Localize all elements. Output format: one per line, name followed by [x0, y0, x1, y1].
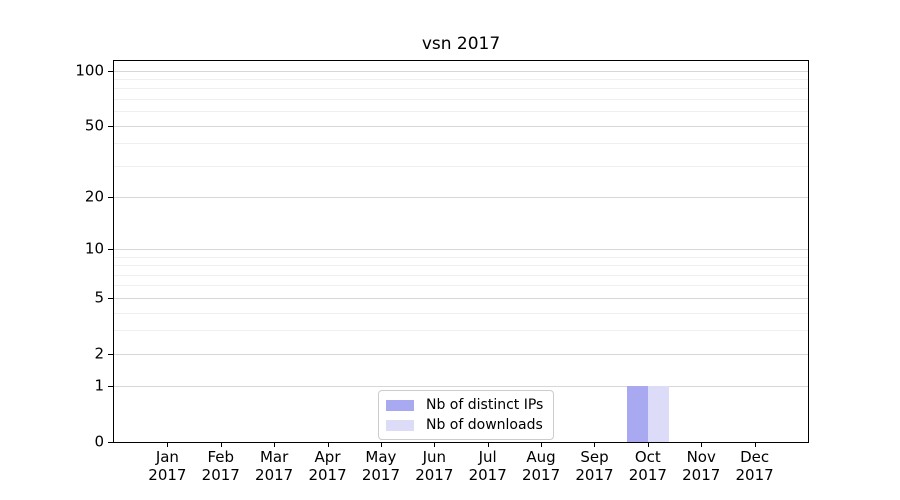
y-axis-tick-label: 1	[94, 376, 104, 395]
y-gridline-major	[114, 353, 808, 355]
x-tick-year: 2017	[415, 465, 454, 484]
x-tick-year: 2017	[201, 465, 240, 484]
x-tick-month: Nov	[686, 448, 716, 466]
x-axis-tick-label: Jul 2017	[468, 448, 507, 484]
x-tick-month: Jul	[478, 448, 497, 466]
y-gridline-major	[114, 197, 808, 199]
y-axis-tick	[108, 70, 114, 72]
legend-label: Nb of downloads	[426, 417, 543, 433]
bar-distinct-ips	[626, 386, 648, 442]
y-axis-tick-label: 50	[84, 116, 104, 135]
legend-label: Nb of distinct IPs	[426, 397, 544, 413]
x-axis-tick	[647, 442, 649, 447]
legend: Nb of distinct IPs Nb of downloads	[378, 390, 555, 440]
x-tick-month: Dec	[740, 448, 770, 466]
y-gridline-minor	[114, 79, 808, 81]
x-axis-tick-label: Oct 2017	[628, 448, 667, 484]
x-axis-tick-label: Aug 2017	[521, 448, 561, 484]
y-gridline-minor	[114, 143, 808, 145]
x-axis-tick	[220, 442, 222, 447]
x-axis-tick	[327, 442, 329, 447]
y-axis-tick	[108, 442, 114, 443]
x-tick-year: 2017	[148, 465, 187, 484]
y-axis-tick-label: 20	[84, 187, 104, 206]
chart-title: vsn 2017	[421, 34, 501, 54]
x-axis-tick-label: Dec 2017	[735, 448, 774, 484]
x-tick-month: Jan	[155, 448, 179, 466]
y-axis-tick	[108, 125, 114, 127]
x-axis-tick-label: Nov 2017	[682, 448, 721, 484]
x-axis-tick-label: Apr 2017	[308, 448, 347, 484]
x-tick-year: 2017	[628, 465, 667, 484]
x-axis-tick-label: Jan 2017	[148, 448, 187, 484]
x-axis-tick	[594, 442, 596, 447]
y-axis-tick-label: 2	[94, 344, 104, 363]
y-gridline-major	[114, 125, 808, 127]
y-gridline-major	[114, 70, 808, 72]
y-gridline-major	[114, 386, 808, 388]
x-tick-month: Apr	[314, 448, 341, 466]
x-tick-month: Jun	[422, 448, 447, 466]
x-axis-tick	[541, 442, 543, 447]
y-gridline-major	[114, 249, 808, 251]
y-gridline-minor	[114, 88, 808, 90]
y-axis-tick-label: 0	[94, 432, 104, 451]
y-gridline-major	[114, 297, 808, 299]
x-axis-tick	[754, 442, 756, 447]
x-axis-tick	[167, 442, 169, 447]
x-tick-year: 2017	[308, 465, 347, 484]
y-axis-tick	[108, 353, 114, 355]
x-tick-year: 2017	[521, 465, 561, 484]
x-tick-year: 2017	[682, 465, 721, 484]
y-axis-tick-label: 10	[84, 239, 104, 258]
y-axis-tick-label: 5	[94, 288, 104, 307]
y-gridline-minor	[114, 256, 808, 258]
x-axis-tick-label: Feb 2017	[201, 448, 240, 484]
y-gridline-minor	[114, 111, 808, 113]
y-gridline-minor	[114, 99, 808, 101]
x-axis-tick	[380, 442, 382, 447]
x-axis-tick	[701, 442, 703, 447]
x-axis-tick-label: May 2017	[361, 448, 401, 484]
y-axis-tick	[108, 197, 114, 199]
x-tick-month: May	[365, 448, 397, 466]
x-axis-tick	[274, 442, 276, 447]
y-axis-tick	[108, 249, 114, 251]
x-axis-tick	[434, 442, 436, 447]
y-gridline-minor	[114, 330, 808, 332]
x-tick-month: Oct	[634, 448, 661, 466]
x-tick-month: Sep	[580, 448, 609, 466]
x-tick-year: 2017	[255, 465, 294, 484]
x-axis-tick-label: Mar 2017	[255, 448, 294, 484]
y-gridline-minor	[114, 312, 808, 314]
y-axis-tick	[108, 386, 114, 388]
y-gridline-minor	[114, 274, 808, 276]
x-tick-year: 2017	[575, 465, 614, 484]
x-tick-year: 2017	[361, 465, 401, 484]
x-tick-month: Mar	[259, 448, 289, 466]
legend-swatch	[386, 419, 414, 431]
x-tick-year: 2017	[735, 465, 774, 484]
legend-row: Nb of downloads	[386, 418, 543, 432]
plot-area: 0 1 2 5 10 20 50 100 Jan 2017 Feb 2017 Mar 2017 Apr 201…	[75, 60, 809, 483]
x-tick-month: Feb	[207, 448, 235, 466]
x-axis-tick-label: Sep 2017	[575, 448, 614, 484]
x-tick-month: Aug	[526, 448, 556, 466]
y-gridline-minor	[114, 165, 808, 167]
legend-swatch	[386, 399, 414, 411]
x-axis-tick-label: Jun 2017	[415, 448, 454, 484]
x-tick-year: 2017	[468, 465, 507, 484]
y-gridline-minor	[114, 285, 808, 287]
y-axis-tick-label: 100	[75, 61, 104, 80]
legend-row: Nb of distinct IPs	[386, 398, 543, 412]
y-axis-tick	[108, 297, 114, 299]
bar-downloads	[647, 386, 669, 442]
y-gridline-minor	[114, 265, 808, 267]
x-axis-tick	[487, 442, 489, 447]
